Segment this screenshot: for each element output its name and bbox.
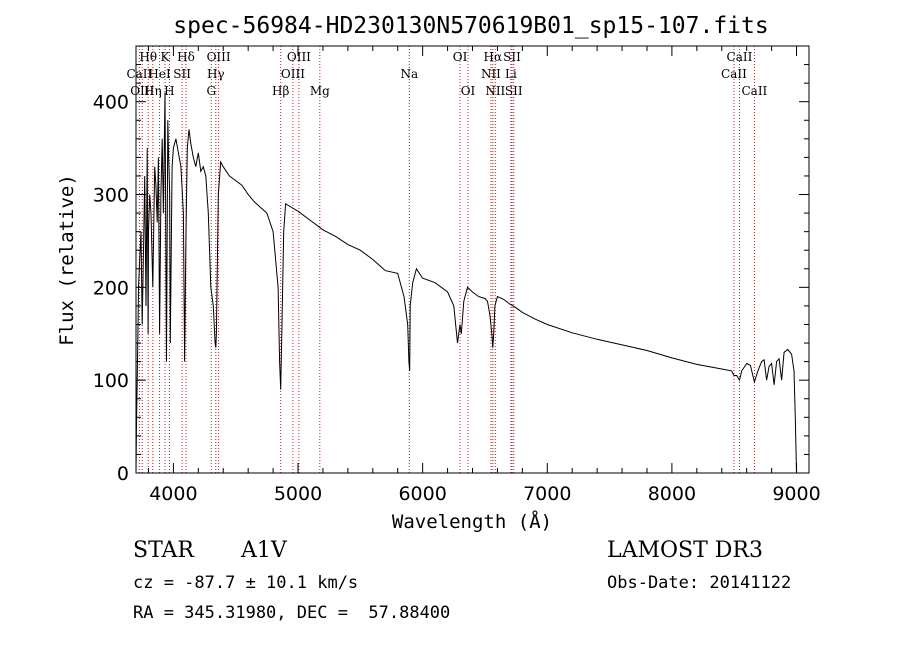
line-marker-label-27: CaII (741, 84, 767, 98)
line-marker-label-10: HeI (148, 67, 171, 81)
line-marker-label-20: H (164, 84, 174, 98)
x-tick-label-5: 9000 (772, 483, 820, 505)
x-tick-label-4: 8000 (648, 483, 696, 505)
line-marker-label-14: Na (400, 67, 418, 81)
x-tick-label-2: 6000 (398, 483, 446, 505)
line-marker-label-21: G (206, 84, 216, 98)
line-marker-label-22: Hβ (272, 84, 289, 98)
line-marker-label-11: SII (173, 67, 191, 81)
line-marker-label-17: CaII (721, 67, 747, 81)
x-tick-label-3: 7000 (523, 483, 571, 505)
x-tick-label-0: 4000 (149, 483, 197, 505)
line-marker-label-23: Mg (310, 84, 330, 98)
y-tick-label-3: 300 (93, 185, 129, 207)
spectrum-line (135, 92, 797, 474)
line-marker-label-24: OI (461, 84, 476, 98)
y-axis-ticks: 0 100 200 300 400 (93, 64, 809, 485)
x-axis-ticks: 4000 5000 6000 7000 8000 9000 (147, 46, 821, 505)
line-marker-label-15: NII (481, 67, 501, 81)
line-marker-label-6: Hα (484, 50, 503, 64)
x-axis-label: Wavelength (Å) (392, 510, 552, 533)
y-tick-label-0: 0 (117, 463, 129, 485)
object-class: STAR (133, 538, 194, 563)
line-marker-label-7: SII (503, 50, 521, 64)
line-marker-label-8: CaII (727, 50, 753, 64)
line-marker-label-9: CaII (126, 67, 152, 81)
line-marker-label-2: Hδ (177, 50, 195, 64)
spectral-line-markers (138, 46, 755, 473)
subclass: A1V (241, 538, 287, 563)
redshift-value: cz = -87.7 ± 10.1 km/s (133, 573, 359, 593)
line-marker-label-25: NII (485, 84, 505, 98)
line-marker-label-3: OIII (207, 50, 231, 64)
line-marker-label-0: Hθ (139, 50, 157, 64)
line-marker-label-13: OIII (281, 67, 305, 81)
line-marker-label-16: Li (505, 67, 517, 81)
y-tick-label-1: 100 (93, 370, 129, 392)
x-tick-label-1: 5000 (274, 483, 322, 505)
line-marker-label-5: OI (453, 50, 468, 64)
y-tick-label-4: 400 (93, 92, 129, 114)
plot-frame (135, 45, 810, 474)
coordinates: RA = 345.31980, DEC = 57.88400 (133, 603, 451, 623)
survey-name: LAMOST DR3 (607, 538, 763, 563)
y-tick-label-2: 200 (93, 277, 129, 299)
line-marker-label-19: Hη (144, 84, 162, 98)
line-marker-label-12: Hγ (207, 67, 225, 81)
y-axis-label: Flux (relative) (56, 174, 78, 346)
chart-title: spec-56984-HD230130N570619B01_sp15-107.f… (173, 13, 768, 39)
observation-date: Obs-Date: 20141122 (607, 573, 792, 593)
line-marker-label-4: OIII (287, 50, 311, 64)
line-marker-label-1: K (161, 50, 171, 64)
line-marker-label-26: SII (505, 84, 523, 98)
